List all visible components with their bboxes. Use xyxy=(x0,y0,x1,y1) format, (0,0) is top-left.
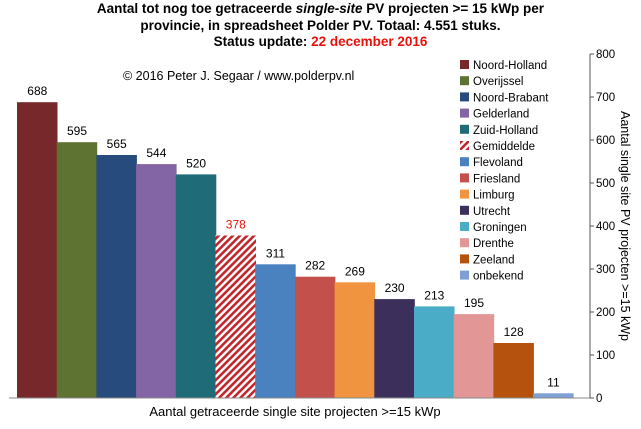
legend-swatch-gelderland xyxy=(460,108,469,118)
legend-swatch-zuid-holland xyxy=(460,124,469,134)
bar-groningen xyxy=(414,306,455,398)
data-label-zeeland: 128 xyxy=(504,325,524,339)
bar-friesland xyxy=(294,276,336,398)
y-axis-label: Aantal single site PV projecten >=15 kWp xyxy=(618,111,632,341)
y-tick-label: 0 xyxy=(596,393,602,405)
legend-label-gemiddelde: Gemiddelde xyxy=(473,141,535,153)
x-axis-label: Aantal getraceerde single site projecten… xyxy=(149,404,441,419)
legend-swatch-flevoland xyxy=(460,157,469,167)
legend-swatch-onbekend xyxy=(460,270,469,280)
data-label-zuid-holland: 520 xyxy=(186,156,206,170)
bar-zuid-holland xyxy=(175,174,217,398)
copyright-notice: © 2016 Peter J. Segaar / www.polderpv.nl xyxy=(123,69,354,83)
legend-swatch-drenthe xyxy=(460,238,469,248)
title-line-1: Aantal tot nog toe getraceerde single-si… xyxy=(0,1,641,18)
y-tick-label: 700 xyxy=(596,92,615,104)
y-tick-label: 400 xyxy=(596,221,615,233)
legend: Noord-Holland Overijssel Noord-Brabant Geld… xyxy=(460,60,549,283)
legend-swatch-friesland xyxy=(460,173,469,183)
bar-noord-brabant xyxy=(96,155,137,398)
legend-label-onbekend: onbekend xyxy=(473,271,524,283)
data-label-overijssel: 595 xyxy=(67,124,87,138)
title-line-2: provincie, in spreadsheet Polder PV. Tot… xyxy=(140,17,501,33)
chart-title: Aantal tot nog toe getraceerde single-si… xyxy=(0,1,641,51)
legend-label-utrecht: Utrecht xyxy=(473,206,511,218)
data-label-gelderland: 544 xyxy=(146,146,166,160)
legend-swatch-overijssel xyxy=(460,76,469,86)
legend-label-flevoland: Flevoland xyxy=(473,157,523,169)
legend-label-friesland: Friesland xyxy=(473,173,520,185)
legend-swatch-noord-brabant xyxy=(460,92,469,102)
data-label-friesland: 282 xyxy=(305,259,325,273)
bars-group: 688 595 565 544 520 378 311 282 269 230 213 195 128 1… xyxy=(9,84,590,399)
legend-label-zuid-holland: Zuid-Holland xyxy=(473,125,538,137)
title-line-1-pre: Aantal tot nog toe getraceerde xyxy=(96,1,296,16)
title-line-1-post: PV projecten >= 15 kWp per xyxy=(362,1,545,16)
data-label-flevoland: 311 xyxy=(266,246,285,260)
y-tick-label: 500 xyxy=(596,178,615,190)
data-label-onbekend: 11 xyxy=(547,375,560,389)
legend-swatch-noord-holland xyxy=(460,60,469,69)
title-line-1-italic: single-site xyxy=(295,1,363,16)
data-label-utrecht: 230 xyxy=(385,281,405,295)
data-label-gemiddelde: 378 xyxy=(226,218,246,232)
legend-swatch-utrecht xyxy=(460,205,469,215)
data-label-noord-brabant: 565 xyxy=(107,137,127,151)
y-axis: 0 100 200 300 400 500 600 700 800 xyxy=(589,49,615,405)
y-tick-label: 200 xyxy=(596,307,615,319)
data-label-limburg: 269 xyxy=(345,264,365,278)
bar-zeeland xyxy=(493,343,534,398)
data-label-groningen: 213 xyxy=(424,288,444,302)
legend-swatch-zeeland xyxy=(460,254,469,264)
legend-label-noord-holland: Noord-Holland xyxy=(473,60,547,72)
legend-label-groningen: Groningen xyxy=(473,222,527,234)
bar-gemiddelde xyxy=(215,235,256,398)
legend-label-gelderland: Gelderland xyxy=(473,109,529,121)
legend-label-overijssel: Overijssel xyxy=(473,76,523,88)
data-label-noord-holland: 688 xyxy=(27,84,47,98)
data-label-drenthe: 195 xyxy=(464,296,484,310)
legend-label-noord-brabant: Noord-Brabant xyxy=(473,92,549,104)
legend-label-zeeland: Zeeland xyxy=(473,254,515,266)
bar-drenthe xyxy=(453,314,495,398)
bar-onbekend xyxy=(533,393,574,398)
legend-label-limburg: Limburg xyxy=(473,190,515,202)
status-label: Status update: xyxy=(213,34,312,49)
legend-label-drenthe: Drenthe xyxy=(473,238,514,250)
y-tick-label: 300 xyxy=(596,264,615,276)
bar-limburg xyxy=(334,282,376,398)
bar-flevoland xyxy=(255,264,296,398)
y-tick-label: 800 xyxy=(596,49,615,61)
legend-swatch-limburg xyxy=(460,189,469,199)
bar-noord-holland xyxy=(17,102,58,398)
title-line-3: Status update: 22 december 2016 xyxy=(0,34,641,51)
legend-swatch-gemiddelde xyxy=(460,141,469,150)
y-tick-label: 600 xyxy=(596,135,615,147)
bar-utrecht xyxy=(374,299,415,398)
status-date: 22 december 2016 xyxy=(311,34,428,49)
bar-overijssel xyxy=(56,142,98,398)
legend-swatch-groningen xyxy=(460,222,469,231)
y-tick-label: 100 xyxy=(596,350,615,362)
bar-gelderland xyxy=(136,164,177,398)
